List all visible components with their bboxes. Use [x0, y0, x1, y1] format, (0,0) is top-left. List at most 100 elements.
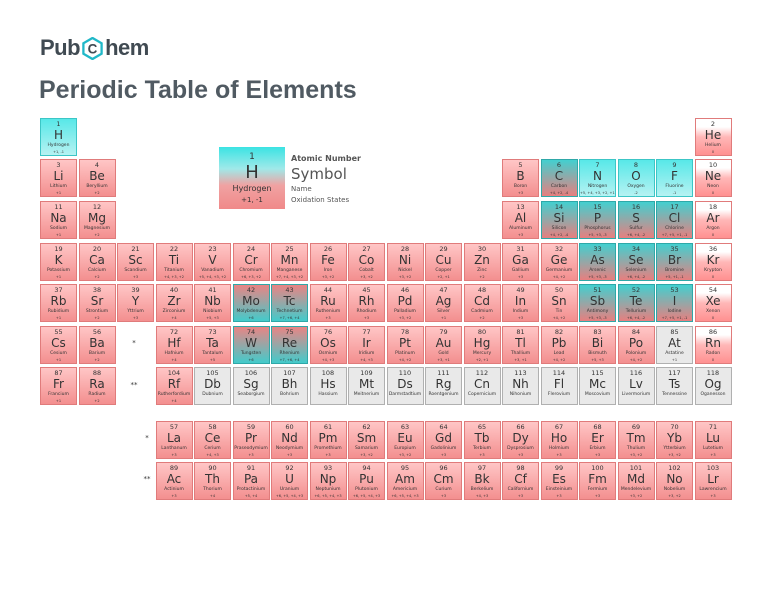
element-cell-ce[interactable]: 58 Ce Cerium +4, +3 — [194, 421, 231, 459]
element-cell-ds[interactable]: 110 Ds Darmstadtium — [386, 367, 424, 405]
element-cell-v[interactable]: 23 V Vanadium +5, +4, +3, +2 — [194, 243, 231, 281]
element-cell-lv[interactable]: 116 Lv Livermorium — [617, 367, 655, 405]
element-cell-sb[interactable]: 51 Sb Antimony +5, +3, -3 — [579, 284, 616, 322]
element-cell-w[interactable]: 74 W Tungsten +6 — [232, 326, 270, 364]
element-cell-al[interactable]: 13 Al Aluminum +3 — [502, 201, 539, 239]
element-cell-te[interactable]: 52 Te Tellurium +6, +4, -2 — [617, 284, 655, 322]
element-cell-li[interactable]: 3 Li Lithium +1 — [40, 159, 77, 197]
element-cell-ir[interactable]: 77 Ir Iridium +4, +3 — [348, 326, 385, 364]
element-cell-rg[interactable]: 111 Rg Roentgenium — [425, 367, 462, 405]
element-cell-zn[interactable]: 30 Zn Zinc +2 — [463, 243, 501, 281]
element-cell-o[interactable]: 8 O Oxygen -2 — [617, 159, 655, 197]
element-cell-no[interactable]: 102 No Nobelium +3, +2 — [656, 462, 693, 500]
element-cell-bi[interactable]: 83 Bi Bismuth +5, +3 — [579, 326, 616, 364]
element-cell-p[interactable]: 15 P Phosphorus +5, +3, -3 — [579, 201, 616, 239]
element-cell-he[interactable]: 2 He Helium 0 — [694, 118, 732, 156]
element-cell-fm[interactable]: 100 Fm Fermium +3 — [579, 462, 616, 500]
element-cell-ho[interactable]: 67 Ho Holmium +3 — [540, 421, 578, 459]
element-cell-md[interactable]: 101 Md Mendelevium +3, +2 — [617, 462, 655, 500]
element-cell-ba[interactable]: 56 Ba Barium +2 — [78, 326, 116, 364]
element-cell-nd[interactable]: 60 Nd Neodymium +3 — [271, 421, 308, 459]
pubchem-logo[interactable]: Pub C hem — [40, 34, 149, 62]
element-cell-be[interactable]: 4 Be Beryllium +2 — [78, 159, 116, 197]
element-cell-rf[interactable]: 104 Rf Rutherfordium +4 — [155, 367, 193, 405]
element-cell-cm[interactable]: 96 Cm Curium +3 — [425, 462, 462, 500]
element-cell-h[interactable]: 1 H Hydrogen +1, -1 — [40, 118, 77, 156]
element-cell-lr[interactable]: 103 Lr Lawrencium +3 — [694, 462, 732, 500]
element-cell-re[interactable]: 75 Re Rhenium +7, +6, +4 — [271, 326, 308, 364]
element-cell-tm[interactable]: 69 Tm Thulium +3, +2 — [617, 421, 655, 459]
element-cell-mo[interactable]: 42 Mo Molybdenum +6 — [232, 284, 270, 322]
element-cell-rb[interactable]: 37 Rb Rubidium +1 — [40, 284, 77, 322]
element-cell-bk[interactable]: 97 Bk Berkelium +4, +3 — [463, 462, 501, 500]
element-cell-mc[interactable]: 115 Mc Moscovium — [579, 367, 616, 405]
element-cell-k[interactable]: 19 K Potassium +1 — [40, 243, 77, 281]
element-cell-pm[interactable]: 61 Pm Promethium +3 — [309, 421, 347, 459]
element-cell-ni[interactable]: 28 Ni Nickel +3, +2 — [386, 243, 424, 281]
element-cell-pd[interactable]: 46 Pd Palladium +3, +2 — [386, 284, 424, 322]
element-cell-u[interactable]: 92 U Uranium +6, +5, +4, +3 — [271, 462, 308, 500]
element-cell-os[interactable]: 76 Os Osmium +4, +3 — [309, 326, 347, 364]
element-cell-cs[interactable]: 55 Cs Cesium +1 — [40, 326, 77, 364]
element-cell-er[interactable]: 68 Er Erbium +3 — [579, 421, 616, 459]
element-cell-hs[interactable]: 108 Hs Hassium — [309, 367, 347, 405]
element-cell-bh[interactable]: 107 Bh Bohrium — [271, 367, 308, 405]
element-cell-ga[interactable]: 31 Ga Gallium +3 — [502, 243, 539, 281]
element-cell-f[interactable]: 9 F Fluorine -1 — [656, 159, 693, 197]
element-cell-gd[interactable]: 64 Gd Gadolinium +3 — [425, 421, 462, 459]
element-cell-cd[interactable]: 48 Cd Cadmium +2 — [463, 284, 501, 322]
element-cell-th[interactable]: 90 Th Thorium +4 — [194, 462, 231, 500]
element-cell-mg[interactable]: 12 Mg Magnesium +2 — [78, 201, 116, 239]
element-cell-ta[interactable]: 73 Ta Tantalum +5 — [194, 326, 231, 364]
element-cell-na[interactable]: 11 Na Sodium +1 — [40, 201, 77, 239]
element-cell-s[interactable]: 16 S Sulfur +6, +4, -2 — [617, 201, 655, 239]
element-cell-cl[interactable]: 17 Cl Chlorine +7, +5, +1, -1 — [656, 201, 693, 239]
element-cell-db[interactable]: 105 Db Dubnium — [194, 367, 231, 405]
element-cell-pt[interactable]: 78 Pt Platinum +4, +2 — [386, 326, 424, 364]
element-cell-yb[interactable]: 70 Yb Ytterbium +3, +2 — [656, 421, 693, 459]
element-cell-hg[interactable]: 80 Hg Mercury +2, +1 — [463, 326, 501, 364]
element-cell-zr[interactable]: 40 Zr Zirconium +4 — [155, 284, 193, 322]
element-cell-rn[interactable]: 86 Rn Radon 0 — [694, 326, 732, 364]
element-cell-am[interactable]: 95 Am Americium +6, +5, +4, +3 — [386, 462, 424, 500]
element-cell-c[interactable]: 6 C Carbon +4, +2, -4 — [540, 159, 578, 197]
element-cell-cn[interactable]: 112 Cn Copernicium — [463, 367, 501, 405]
element-cell-ge[interactable]: 32 Ge Germanium +4, +2 — [540, 243, 578, 281]
element-cell-tb[interactable]: 65 Tb Terbium +3 — [463, 421, 501, 459]
element-cell-b[interactable]: 5 B Boron +3 — [502, 159, 539, 197]
element-cell-nb[interactable]: 41 Nb Niobium +5, +3 — [194, 284, 231, 322]
element-cell-hf[interactable]: 72 Hf Hafnium +4 — [155, 326, 193, 364]
element-cell-ti[interactable]: 22 Ti Titanium +4, +3, +2 — [155, 243, 193, 281]
element-cell-eu[interactable]: 63 Eu Europium +3, +2 — [386, 421, 424, 459]
element-cell-xe[interactable]: 54 Xe Xenon 0 — [694, 284, 732, 322]
element-cell-nh[interactable]: 113 Nh Nihonium — [502, 367, 539, 405]
element-cell-ru[interactable]: 44 Ru Ruthenium +3 — [309, 284, 347, 322]
element-cell-au[interactable]: 79 Au Gold +3, +1 — [425, 326, 462, 364]
element-cell-sm[interactable]: 62 Sm Samarium +3, +2 — [348, 421, 385, 459]
element-cell-ts[interactable]: 117 Ts Tennessine — [656, 367, 693, 405]
element-cell-in[interactable]: 49 In Indium +3 — [502, 284, 539, 322]
element-cell-ra[interactable]: 88 Ra Radium +2 — [78, 367, 116, 405]
element-cell-mn[interactable]: 25 Mn Manganese +7, +4, +3, +2 — [271, 243, 308, 281]
element-cell-po[interactable]: 84 Po Polonium +4, +2 — [617, 326, 655, 364]
element-cell-pa[interactable]: 91 Pa Protactinium +5, +4 — [232, 462, 270, 500]
element-cell-cu[interactable]: 29 Cu Copper +2, +1 — [425, 243, 462, 281]
element-cell-fe[interactable]: 26 Fe Iron +3, +2 — [309, 243, 347, 281]
element-cell-pb[interactable]: 82 Pb Lead +4, +2 — [540, 326, 578, 364]
element-cell-tc[interactable]: 43 Tc Technetium +7, +6, +4 — [271, 284, 308, 322]
element-cell-kr[interactable]: 36 Kr Krypton 0 — [694, 243, 732, 281]
element-cell-np[interactable]: 93 Np Neptunium +6, +5, +4, +3 — [309, 462, 347, 500]
element-cell-se[interactable]: 34 Se Selenium +6, +4, -2 — [617, 243, 655, 281]
element-cell-i[interactable]: 53 I Iodine +7, +5, +1, -1 — [656, 284, 693, 322]
element-cell-ar[interactable]: 18 Ar Argon 0 — [694, 201, 732, 239]
element-cell-es[interactable]: 99 Es Einsteinium +3 — [540, 462, 578, 500]
element-cell-co[interactable]: 27 Co Cobalt +3, +2 — [348, 243, 385, 281]
element-cell-tl[interactable]: 81 Tl Thallium +3, +1 — [502, 326, 539, 364]
element-cell-fr[interactable]: 87 Fr Francium +1 — [40, 367, 77, 405]
element-cell-pu[interactable]: 94 Pu Plutonium +6, +5, +4, +3 — [348, 462, 385, 500]
element-cell-mt[interactable]: 109 Mt Meitnerium — [348, 367, 385, 405]
element-cell-cr[interactable]: 24 Cr Chromium +6, +3, +2 — [232, 243, 270, 281]
element-cell-la[interactable]: 57 La Lanthanum +3 — [155, 421, 193, 459]
element-cell-sn[interactable]: 50 Sn Tin +4, +2 — [540, 284, 578, 322]
